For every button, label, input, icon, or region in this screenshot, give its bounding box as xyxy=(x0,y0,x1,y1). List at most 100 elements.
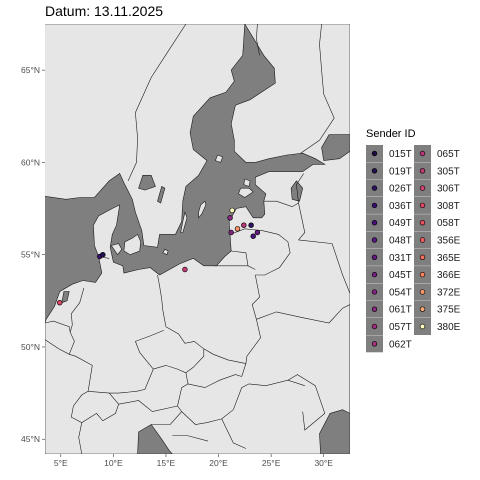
legend-label: 048T xyxy=(389,236,412,247)
legend-symbol xyxy=(371,271,378,278)
legend: Sender ID 015T 019T 026T 036T 049T 048T 031T 045… xyxy=(366,128,461,353)
sighting-points xyxy=(56,207,261,306)
border-moldova xyxy=(287,374,326,431)
legend-label: 380E xyxy=(437,322,461,333)
border-latvia-lithuania xyxy=(229,228,289,243)
legend-label: 365E xyxy=(437,253,461,264)
border-belgium xyxy=(45,320,75,355)
legend-symbol xyxy=(371,306,378,312)
border-belarus-ukraine xyxy=(256,304,350,324)
legend-label: 036T xyxy=(389,201,412,212)
border-belarus-russia xyxy=(298,239,350,294)
y-tick-label: 50°N xyxy=(21,342,40,352)
legend-symbol xyxy=(419,254,426,260)
ijsselmeer xyxy=(61,291,70,304)
border-austria-slovakia-hungary xyxy=(177,372,189,407)
map-title: Datum: 13.11.2025 xyxy=(45,3,164,19)
legend-label: 026T xyxy=(389,184,412,195)
border-czechia-slovakia xyxy=(185,348,205,374)
x-tick-label: 25°E xyxy=(262,458,281,468)
y-tick-label: 45°N xyxy=(21,434,40,444)
legend-symbol xyxy=(419,150,426,157)
saaremaa xyxy=(238,187,254,198)
border-hungary-croatia-serbia xyxy=(181,409,234,425)
border-swiss xyxy=(70,391,119,423)
border-estonia-russia xyxy=(296,173,304,204)
legend-label: 306T xyxy=(437,184,460,195)
border-croatia-bosnia xyxy=(172,435,209,442)
border-estonia-latvia xyxy=(263,200,299,208)
sighting-point xyxy=(229,207,235,214)
hiiumaa xyxy=(243,178,251,187)
legend-label: 031T xyxy=(389,253,412,264)
lake-ladoga xyxy=(321,134,350,161)
lake-vattern xyxy=(157,185,166,204)
sighting-point xyxy=(228,229,234,236)
legend-symbol xyxy=(371,237,378,243)
legend-label: 057T xyxy=(389,322,412,333)
legend-symbol xyxy=(419,271,426,278)
x-tick-label: 20°E xyxy=(209,458,228,468)
land-layer xyxy=(45,24,350,454)
legend-label: 065T xyxy=(437,149,460,160)
sighting-point xyxy=(182,266,188,273)
adriatic xyxy=(137,424,173,454)
legend-label: 045T xyxy=(389,270,412,281)
border-austria-czechia xyxy=(153,365,187,374)
border-poland-ukraine xyxy=(245,319,261,364)
legend-symbol xyxy=(419,185,426,191)
funen xyxy=(110,243,123,256)
legend-symbol xyxy=(371,289,378,295)
border-hungary-romania xyxy=(233,383,250,410)
lake-vanern xyxy=(138,175,156,191)
border-ukraine-romania xyxy=(248,379,305,387)
border-ukraine-slovakia xyxy=(241,363,247,377)
sighting-point xyxy=(250,233,256,239)
x-tick-label: 30°E xyxy=(314,458,333,468)
border-latvia-russia xyxy=(298,202,306,241)
border-finland-russia xyxy=(300,24,335,154)
border-serbia-romania xyxy=(221,418,247,449)
border-germany-czechia xyxy=(135,330,164,370)
border-france-italy xyxy=(78,422,83,454)
legend-label: 062T xyxy=(389,339,412,350)
border-poland-slovakia xyxy=(203,348,246,364)
sighting-point xyxy=(100,252,106,258)
legend-label: 061T xyxy=(389,305,412,316)
sighting-point xyxy=(234,226,241,232)
border-lithuania-belarus xyxy=(255,241,291,276)
border-sweden-finland xyxy=(256,24,260,56)
legend-label: 049T xyxy=(389,218,412,229)
legend-symbol xyxy=(371,185,378,191)
legend-symbol xyxy=(419,220,426,226)
legend-symbol xyxy=(419,289,426,295)
border-poland-czechia xyxy=(165,326,204,350)
legend-symbol xyxy=(371,202,378,209)
border-germany-france-lux xyxy=(69,354,93,392)
border-slovenia-croatia xyxy=(151,405,183,425)
sighting-point xyxy=(227,215,233,221)
legend-title: Sender ID xyxy=(366,128,416,140)
bornholm xyxy=(162,248,169,256)
border-poland-germany xyxy=(157,274,167,327)
legend-label: 372E xyxy=(437,287,461,298)
x-tick-label: 5°E xyxy=(54,458,68,468)
legend-label: 054T xyxy=(389,287,412,298)
legend-symbol xyxy=(371,323,378,330)
border-slovakia-hungary xyxy=(187,374,242,388)
legend-symbol xyxy=(419,237,426,243)
black-sea xyxy=(319,409,350,454)
legend-symbol xyxy=(371,254,378,260)
border-norway-sweden xyxy=(127,24,187,182)
sighting-point xyxy=(254,229,261,236)
legend-symbol xyxy=(419,168,426,174)
border-germany-austria xyxy=(109,368,154,394)
legend-label: 366E xyxy=(437,270,461,281)
oland xyxy=(180,211,188,233)
legend-symbol xyxy=(419,306,426,312)
legend-symbol xyxy=(371,150,378,157)
legend-symbol xyxy=(419,202,426,209)
x-tick-label: 10°E xyxy=(104,458,123,468)
legend-label: 356E xyxy=(437,236,461,247)
